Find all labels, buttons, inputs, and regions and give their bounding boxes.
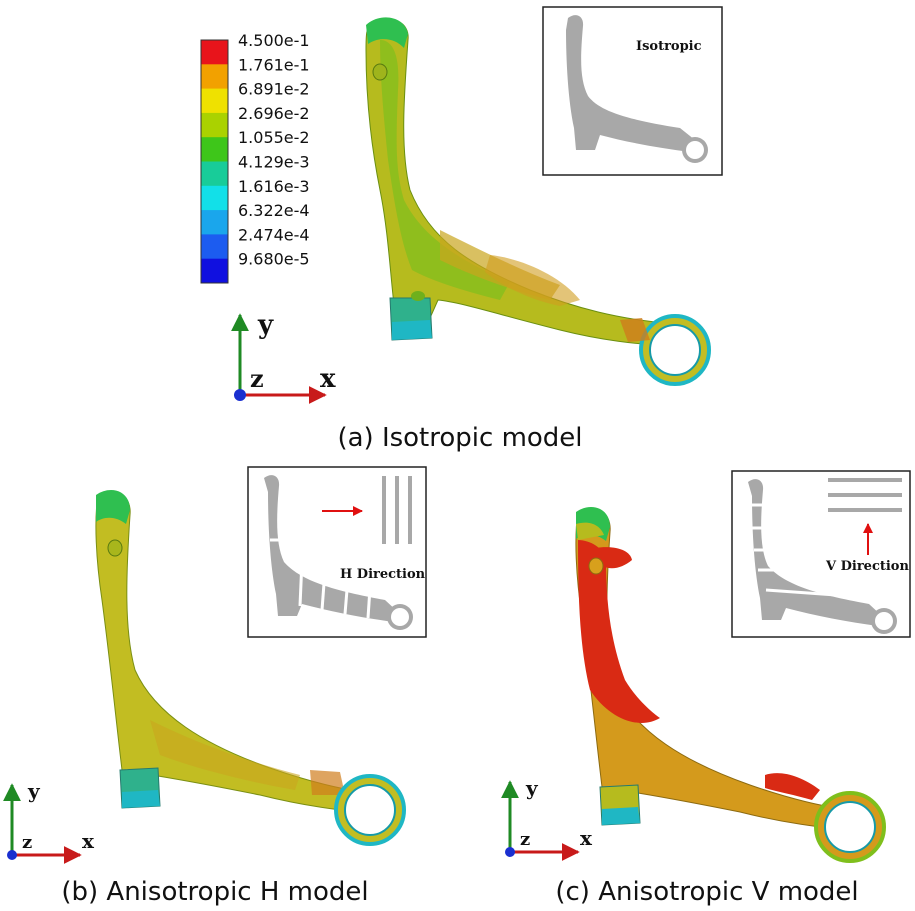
legend-value: 2.696e-2 [238, 104, 310, 123]
legend-value: 1.055e-2 [238, 128, 310, 147]
axis-label-x: x [82, 829, 95, 853]
axis-label-y: y [257, 310, 274, 340]
legend-labels: 4.500e-1 1.761e-1 6.891e-2 2.696e-2 1.055e-2… [238, 31, 310, 269]
inset-part-shape [748, 479, 882, 626]
axis-label-z: z [250, 364, 264, 393]
legend-value: 2.474e-4 [238, 225, 310, 244]
legend-value: 6.891e-2 [238, 80, 310, 99]
coordinate-triad-a: y x z [231, 310, 336, 404]
coordinate-triad-c: y x z [501, 776, 593, 861]
legend-swatch [201, 64, 228, 90]
control-arm-v [575, 507, 886, 863]
legend-value: 4.129e-3 [238, 153, 310, 172]
caption-b: (b) Anisotropic H model [61, 877, 368, 907]
axis-label-z: z [22, 832, 32, 853]
legend-swatch [201, 137, 228, 162]
legend-value: 1.616e-3 [238, 177, 310, 196]
inset-part-shape [566, 15, 695, 152]
legend-swatch [201, 40, 228, 65]
legend-border [200, 39, 229, 284]
inset-label: H Direction [340, 567, 426, 582]
axis-label-y: y [525, 776, 539, 800]
legend-value: 6.322e-4 [238, 201, 310, 220]
inset-v-direction: V Direction [731, 470, 911, 638]
inset-label: Isotropic [636, 39, 702, 54]
panel-b: H Direction y x z (b) Anisotropic H mode… [2, 466, 427, 907]
control-arm-h [95, 490, 406, 846]
inset-isotropic: Isotropic [542, 6, 723, 176]
coordinate-triad-b: y x z [2, 779, 95, 864]
legend-swatch [201, 185, 228, 211]
legend-swatch [201, 258, 228, 284]
caption-a: (a) Isotropic model [337, 423, 582, 453]
panel-c: V Direction y x z (c) Anisotropic V mode… [501, 470, 911, 907]
inset-part-shape [264, 475, 398, 622]
legend-swatches [200, 39, 229, 284]
panel-a: Isotropic y x z (a) Isotropic model [231, 6, 723, 453]
legend-swatch [201, 234, 228, 260]
inset-label: V Direction [825, 559, 909, 574]
legend-value: 4.500e-1 [238, 31, 310, 50]
color-legend: 4.500e-1 1.761e-1 6.891e-2 2.696e-2 1.055e-2… [200, 31, 310, 284]
caption-c: (c) Anisotropic V model [555, 877, 858, 907]
legend-value: 1.761e-1 [238, 55, 310, 74]
legend-swatch [201, 210, 228, 235]
axis-label-x: x [320, 364, 336, 394]
control-arm-isotropic [365, 17, 711, 386]
legend-swatch [201, 161, 228, 187]
axis-label-y: y [27, 779, 41, 803]
axis-label-x: x [580, 826, 593, 850]
legend-swatch [201, 88, 228, 114]
inset-h-direction: H Direction [247, 466, 427, 638]
axis-label-z: z [520, 829, 530, 850]
legend-swatch [201, 112, 228, 138]
legend-value: 9.680e-5 [238, 250, 310, 269]
